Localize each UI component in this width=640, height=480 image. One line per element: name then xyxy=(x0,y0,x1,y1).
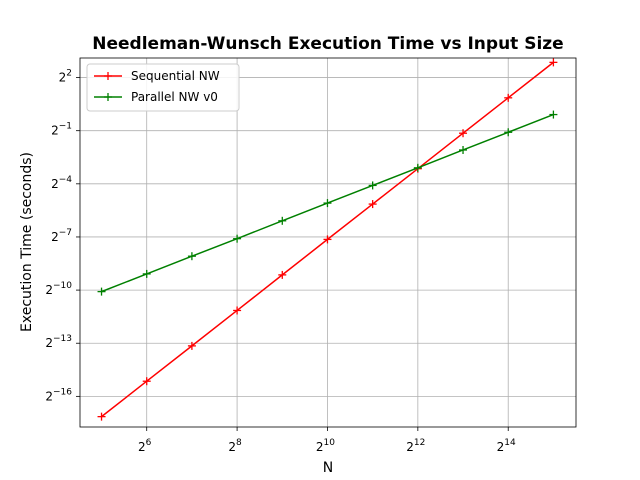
legend: Sequential NW Parallel NW v0 xyxy=(86,63,240,112)
data-point xyxy=(368,181,377,190)
data-point xyxy=(323,235,332,244)
data-point xyxy=(142,377,151,386)
data-point xyxy=(142,269,151,278)
data-point xyxy=(504,128,513,137)
y-tick-label: 2−10 xyxy=(45,281,72,297)
legend-box xyxy=(86,63,240,112)
y-tick-label: 2−13 xyxy=(45,334,72,350)
legend-item-sequential: Sequential NW xyxy=(94,69,220,83)
y-tick-label: 2−1 xyxy=(51,122,72,138)
y-tick-label: 2−16 xyxy=(45,387,72,403)
data-point xyxy=(549,58,558,67)
x-tick-label: 28 xyxy=(228,438,242,454)
data-point xyxy=(413,163,422,172)
data-point xyxy=(187,252,196,261)
x-axis-label: N xyxy=(323,460,333,476)
legend-label-parallel: Parallel NW v0 xyxy=(131,90,218,104)
legend-marker-sequential xyxy=(104,72,112,80)
data-point xyxy=(97,412,106,421)
series-parallel-nw-v0 xyxy=(97,110,558,296)
legend-label-sequential: Sequential NW xyxy=(131,69,220,83)
data-point xyxy=(368,200,377,209)
chart-title: Needleman-Wunsch Execution Time vs Input… xyxy=(92,34,563,54)
plot-frame xyxy=(79,57,577,428)
data-point xyxy=(233,234,242,243)
y-tick-label: 2−7 xyxy=(51,228,72,244)
legend-marker-parallel xyxy=(104,93,112,101)
data-point xyxy=(504,93,513,102)
x-tick-label: 26 xyxy=(138,438,152,454)
data-point xyxy=(278,216,287,225)
y-axis-label: Execution Time (seconds) xyxy=(19,152,35,332)
data-point xyxy=(323,199,332,208)
plot-series xyxy=(97,58,558,421)
x-tick-label: 210 xyxy=(316,438,335,454)
data-point xyxy=(278,270,287,279)
x-tick-label: 212 xyxy=(406,438,425,454)
data-point xyxy=(233,306,242,315)
legend-item-parallel: Parallel NW v0 xyxy=(94,90,218,104)
data-point xyxy=(187,341,196,350)
data-point xyxy=(459,129,468,138)
data-point xyxy=(459,145,468,154)
x-tick-label: 214 xyxy=(497,438,516,454)
tick-labels: 26 28 210 212 214 22 2−1 2−4 2−7 2−10 2−13 2−16 xyxy=(45,69,516,454)
y-tick-label: 22 xyxy=(59,69,72,85)
data-point xyxy=(97,287,106,296)
data-point xyxy=(549,110,558,119)
y-tick-label: 2−4 xyxy=(51,175,72,191)
